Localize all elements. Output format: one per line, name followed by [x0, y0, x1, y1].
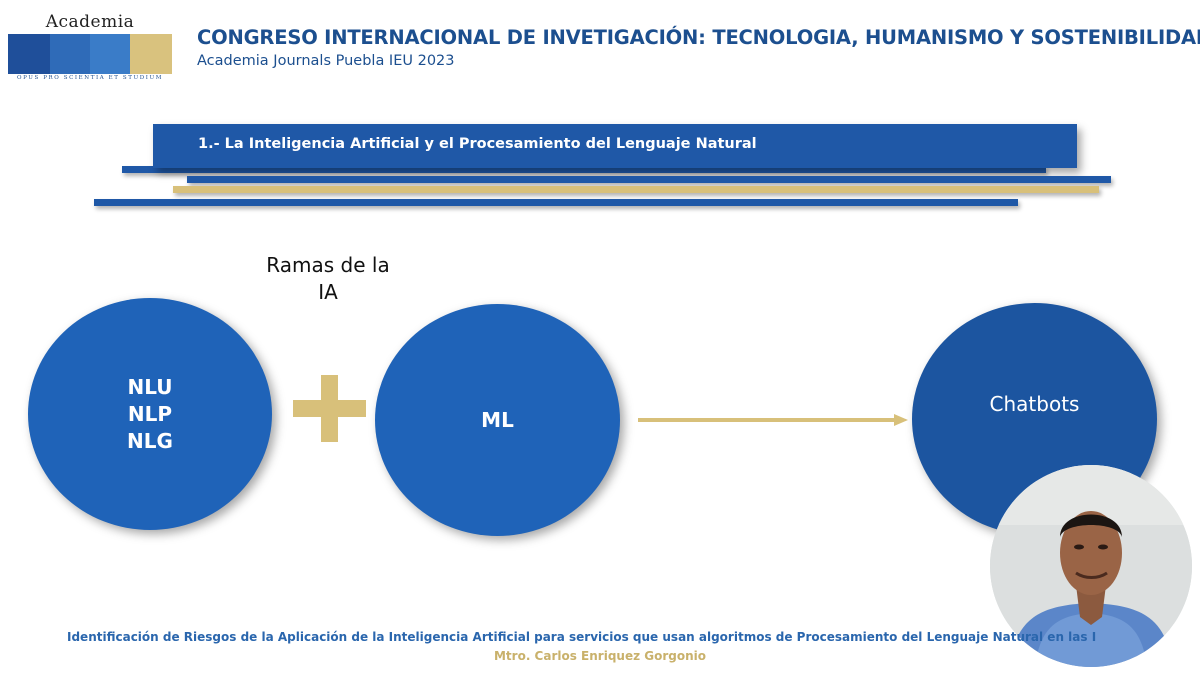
arrow-right-icon — [638, 414, 908, 426]
presenter-name: Mtro. Carlos Enriquez Gorgonio — [493, 649, 707, 663]
banner-stripe-blue-1 — [187, 176, 1111, 183]
nlu-nlp-nlg-circle: NLU NLP NLG — [28, 298, 272, 530]
section-title: 1.- La Inteligencia Artificial y el Proc… — [198, 136, 757, 152]
nlg-label: NLG — [127, 428, 173, 453]
nlp-label: NLP — [127, 401, 173, 426]
banner-stripe-gold — [173, 186, 1099, 193]
banner-stripe-blue-2 — [94, 199, 1018, 206]
branch-label-line-2: IA — [318, 280, 338, 304]
branch-label-line-1: Ramas de la — [266, 253, 390, 277]
branches-of-ai-label: Ramas de la IA — [258, 252, 398, 306]
ml-circle: ML — [375, 304, 620, 536]
ml-label: ML — [481, 407, 514, 432]
chatbots-label: Chatbots — [989, 392, 1080, 416]
presenter-avatar — [990, 465, 1192, 667]
logo-color-band — [8, 34, 172, 74]
presenter-webcam-video — [990, 465, 1192, 667]
conference-subtitle: Academia Journals Puebla IEU 2023 — [197, 53, 455, 69]
conference-title: CONGRESO INTERNACIONAL DE INVETIGACIÓN: … — [197, 26, 1200, 49]
plus-icon — [293, 375, 366, 442]
presentation-title-footer: Identificación de Riesgos de la Aplicaci… — [67, 630, 1097, 644]
nlu-label: NLU — [127, 374, 173, 399]
academia-journals-logo: Academia Journals OPUS PRO SCIENTIA ET S… — [8, 12, 172, 82]
banner-stripe-back — [122, 166, 1046, 173]
logo-motto: OPUS PRO SCIENTIA ET STUDIUM — [16, 75, 164, 81]
section-banner: 1.- La Inteligencia Artificial y el Proc… — [153, 124, 1077, 168]
